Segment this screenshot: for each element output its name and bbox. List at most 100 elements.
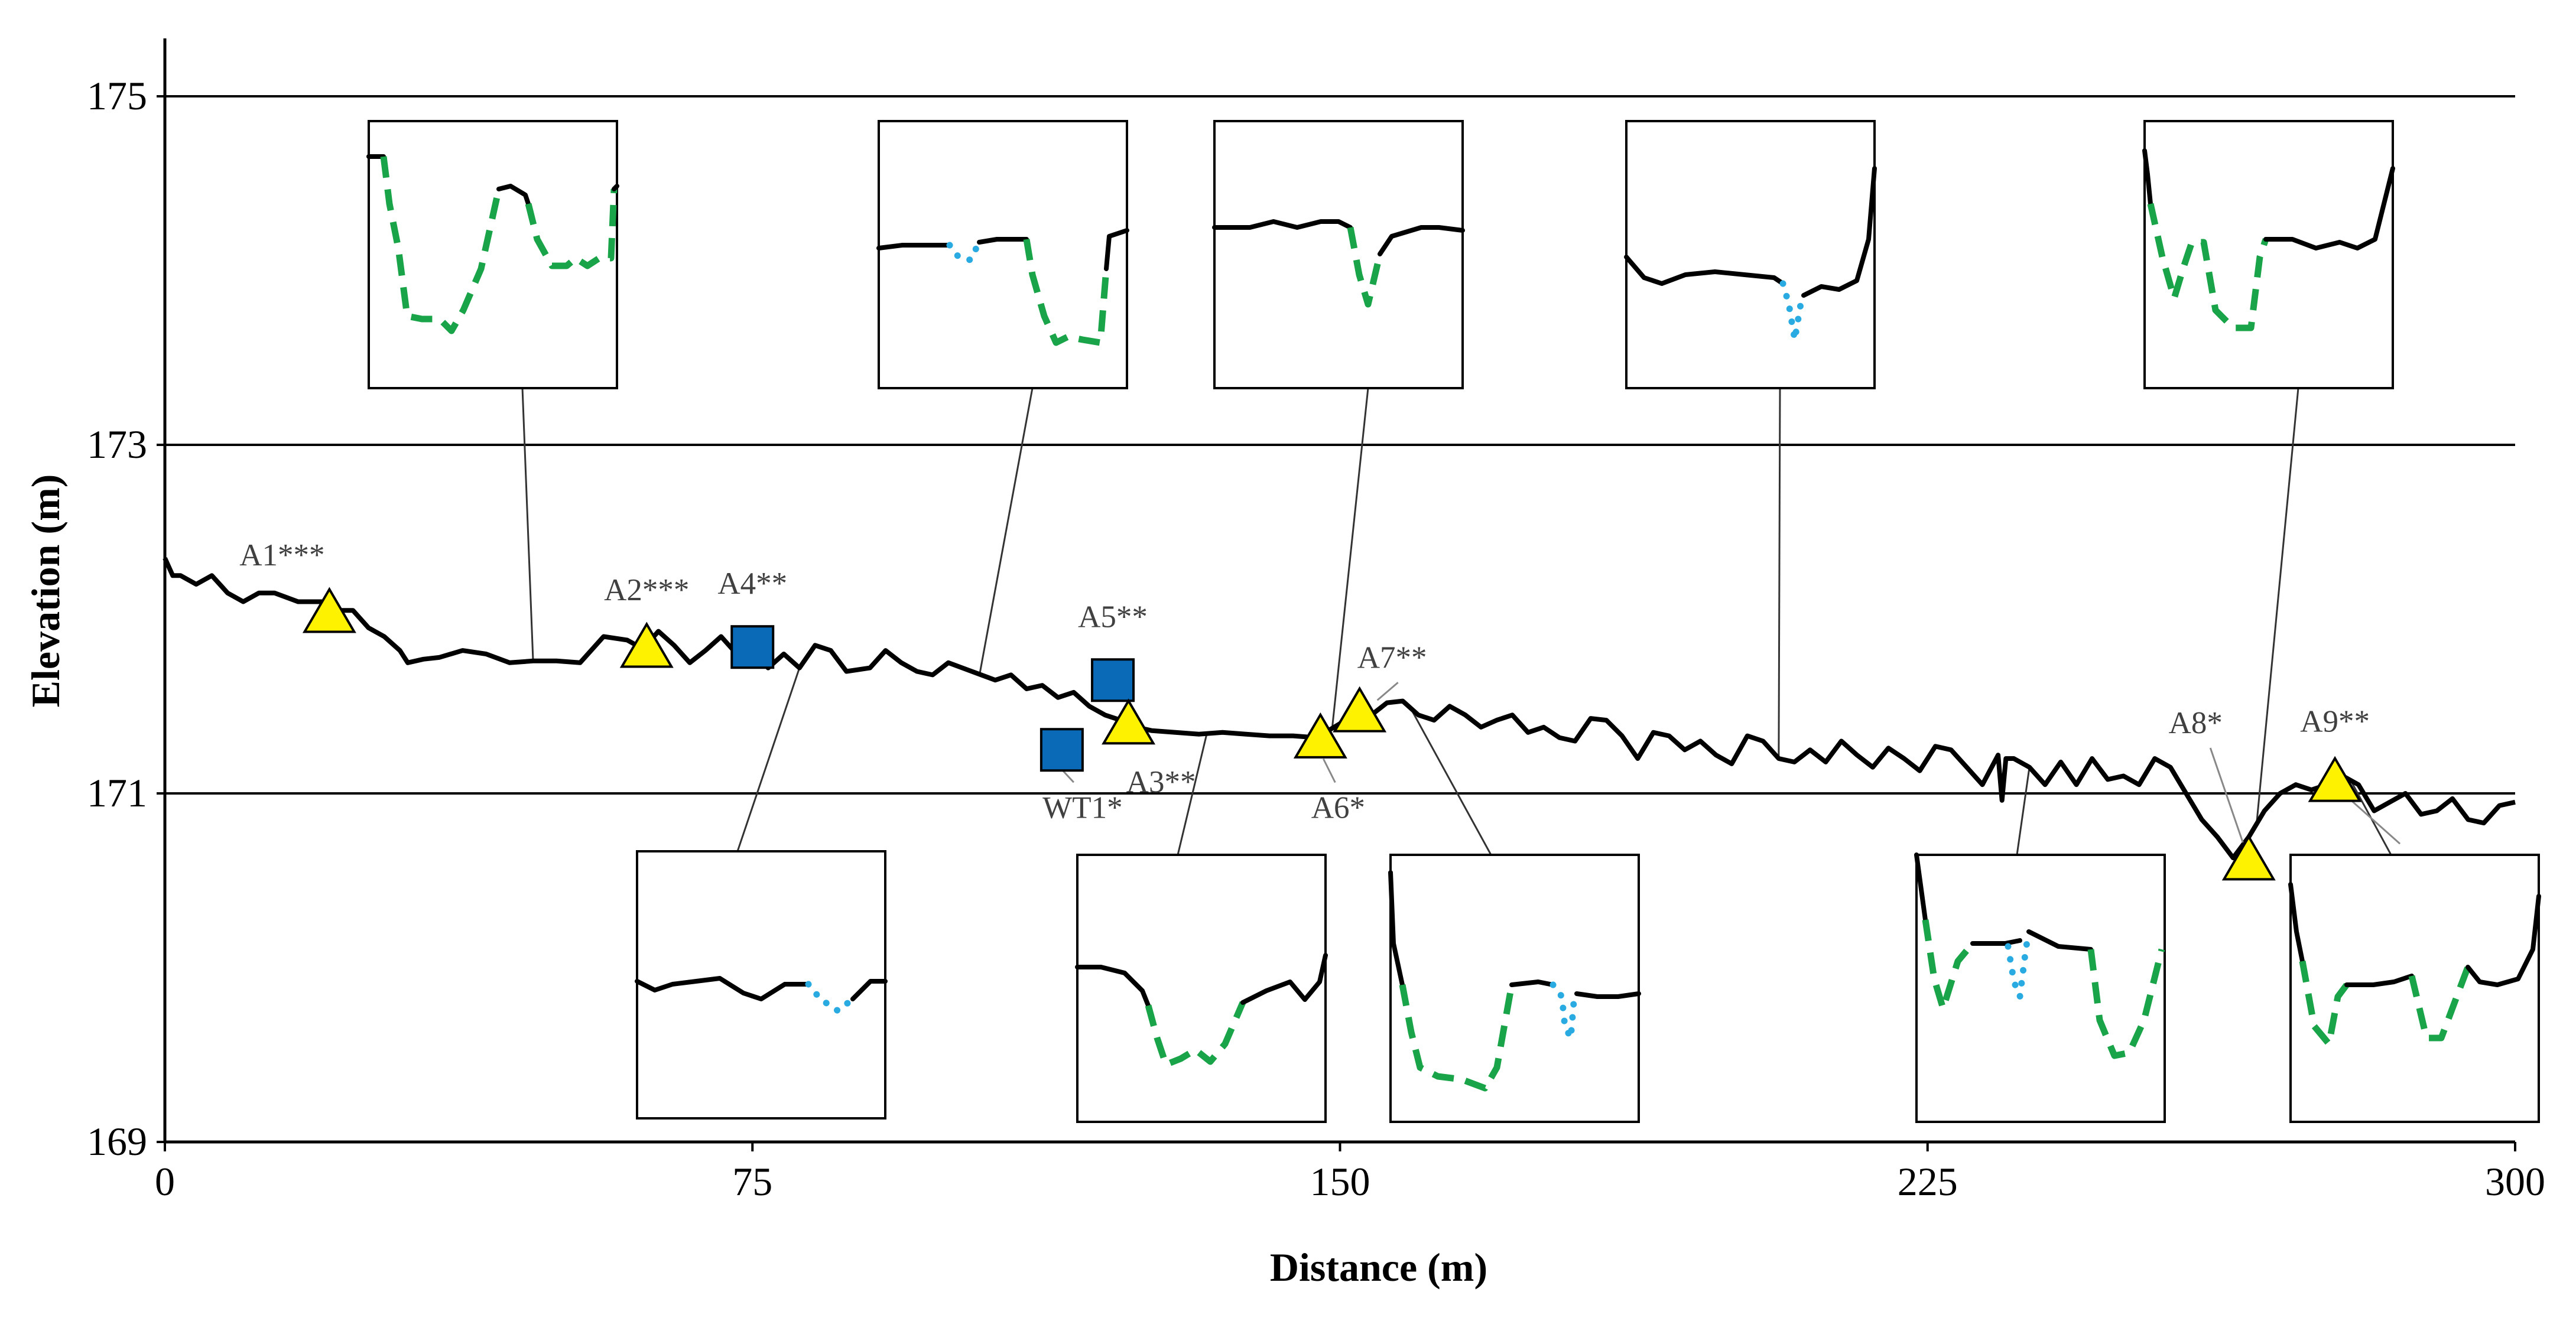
inset-vegetated-segment	[1922, 919, 1976, 1012]
cross-section-inset-cs-6	[635, 850, 888, 1120]
y-tick-label: 171	[87, 770, 147, 815]
cross-section-inset-cs-4	[1624, 120, 1877, 389]
inset-water-segment	[946, 239, 983, 263]
x-tick-label: 150	[1310, 1159, 1370, 1204]
inset-water-segment	[805, 981, 856, 1014]
inset-bank-segment	[635, 976, 811, 1001]
inset-vegetated-segment	[2147, 203, 2269, 331]
leader-line-cs-5	[2256, 388, 2299, 824]
inset-vegetated-segment	[380, 156, 502, 334]
inset-bank-segment	[1075, 965, 1151, 1008]
leader-line-cs-4	[1778, 388, 1781, 759]
inset-bank-segment	[612, 184, 619, 191]
inset-bank-segment	[1574, 991, 1641, 999]
x-ticks: 0 75 150 225 300	[155, 1142, 2545, 1204]
inset-bank-segment	[2344, 974, 2414, 987]
inset-frame	[1625, 120, 1876, 389]
marker-triangle-A3	[1102, 698, 1156, 745]
cross-section-insets	[366, 120, 2541, 1123]
leader-line-cs-3	[1331, 388, 1369, 729]
y-tick-label: 175	[87, 73, 147, 118]
inset-bank-segment	[1378, 225, 1465, 256]
cross-section-inset-cs-5	[2142, 120, 2395, 389]
marker-label-A4: A4**	[717, 567, 787, 601]
cross-section-inset-cs-1	[366, 120, 619, 389]
cross-section-inset-cs-3	[1212, 120, 1465, 389]
marker-label-leader	[2209, 747, 2244, 843]
inset-frame	[1213, 120, 1464, 389]
marker-triangle-A8	[2221, 834, 2276, 881]
x-tick-label: 75	[732, 1159, 772, 1204]
inset-frame	[1389, 854, 1640, 1123]
marker-label-WT1: WT1*	[1042, 790, 1122, 825]
inset-vegetated-segment	[2087, 948, 2165, 1059]
marker-label-A9: A9**	[2300, 704, 2370, 738]
inset-bank-segment	[2465, 894, 2541, 987]
cross-section-inset-cs-9	[1914, 852, 2166, 1123]
marker-label-leader	[1376, 682, 1399, 701]
marker-square-A4	[730, 625, 775, 669]
inset-bank-segment	[1801, 166, 1877, 298]
x-axis-title: Distance (m)	[1270, 1245, 1487, 1290]
grid-lines	[165, 95, 2515, 795]
inset-vegetated-segment	[2299, 961, 2350, 1047]
marker-label-A2: A2***	[604, 573, 689, 607]
inset-bank-segment	[977, 237, 1029, 245]
cross-section-leaders	[521, 388, 2392, 855]
cross-section-inset-cs-10	[2288, 854, 2541, 1123]
inset-bank-segment	[1240, 953, 1328, 1005]
inset-bank-segment	[496, 184, 531, 206]
inset-bank-segment	[1509, 979, 1555, 987]
inset-bank-segment	[2026, 929, 2093, 952]
inset-water-segment	[1779, 280, 1807, 343]
leader-line-cs-9	[2016, 767, 2031, 855]
inset-bank-segment	[850, 979, 888, 1001]
inset-water-segment	[2005, 928, 2032, 1000]
marker-triangle-A9	[2308, 756, 2362, 802]
inset-vegetated-segment	[1347, 226, 1383, 308]
inset-frame	[1915, 854, 2166, 1123]
inset-bank-segment	[1970, 938, 2022, 946]
inset-bank-segment	[1388, 870, 1405, 987]
inset-vegetated-segment	[1145, 1001, 1246, 1068]
inset-frame	[368, 120, 618, 389]
inset-bank-segment	[2288, 882, 2305, 964]
inset-vegetated-segment	[2408, 966, 2471, 1042]
inset-bank-segment	[1624, 255, 1785, 286]
y-tick-label: 169	[87, 1119, 147, 1164]
x-tick-label: 225	[1898, 1159, 1958, 1204]
inset-bank-segment	[1104, 228, 1129, 271]
x-tick-label: 300	[2485, 1159, 2545, 1204]
marker-square-A5	[1091, 658, 1135, 702]
inset-vegetated-segment	[1023, 239, 1110, 346]
cross-section-inset-cs-8	[1388, 854, 1641, 1123]
inset-vegetated-segment	[525, 188, 618, 269]
marker-label-leader	[2346, 796, 2401, 845]
marker-triangle-A6	[1293, 712, 1347, 759]
inset-bank-segment	[876, 243, 952, 250]
inset-bank-segment	[2142, 148, 2153, 206]
x-tick-label: 0	[155, 1159, 175, 1204]
marker-triangle-A1	[302, 587, 356, 633]
y-ticks: 169 171 173 175	[87, 73, 165, 1164]
inset-vegetated-segment	[1399, 984, 1515, 1092]
marker-triangle-A7	[1333, 686, 1387, 733]
y-tick-label: 173	[87, 422, 147, 467]
cross-section-inset-cs-2	[876, 120, 1129, 389]
marker-label-A3: A3**	[1126, 765, 1196, 799]
marker-label-A8: A8*	[2169, 706, 2223, 740]
leader-line-cs-7	[1177, 733, 1208, 855]
leader-line-cs-6	[736, 668, 801, 852]
inset-frame	[1076, 854, 1327, 1123]
inset-bank-segment	[1212, 219, 1353, 230]
inset-frame	[2143, 120, 2394, 389]
elevation-profile-line	[163, 557, 2516, 861]
inset-water-segment	[1550, 981, 1580, 1042]
leader-line-cs-8	[1409, 707, 1492, 855]
marker-label-A7: A7**	[1357, 640, 1427, 675]
inset-bank-segment	[2263, 166, 2395, 250]
marker-label-A5: A5**	[1078, 600, 1148, 634]
marker-square-WT1	[1040, 728, 1084, 772]
marker-triangle-A2	[619, 621, 674, 668]
